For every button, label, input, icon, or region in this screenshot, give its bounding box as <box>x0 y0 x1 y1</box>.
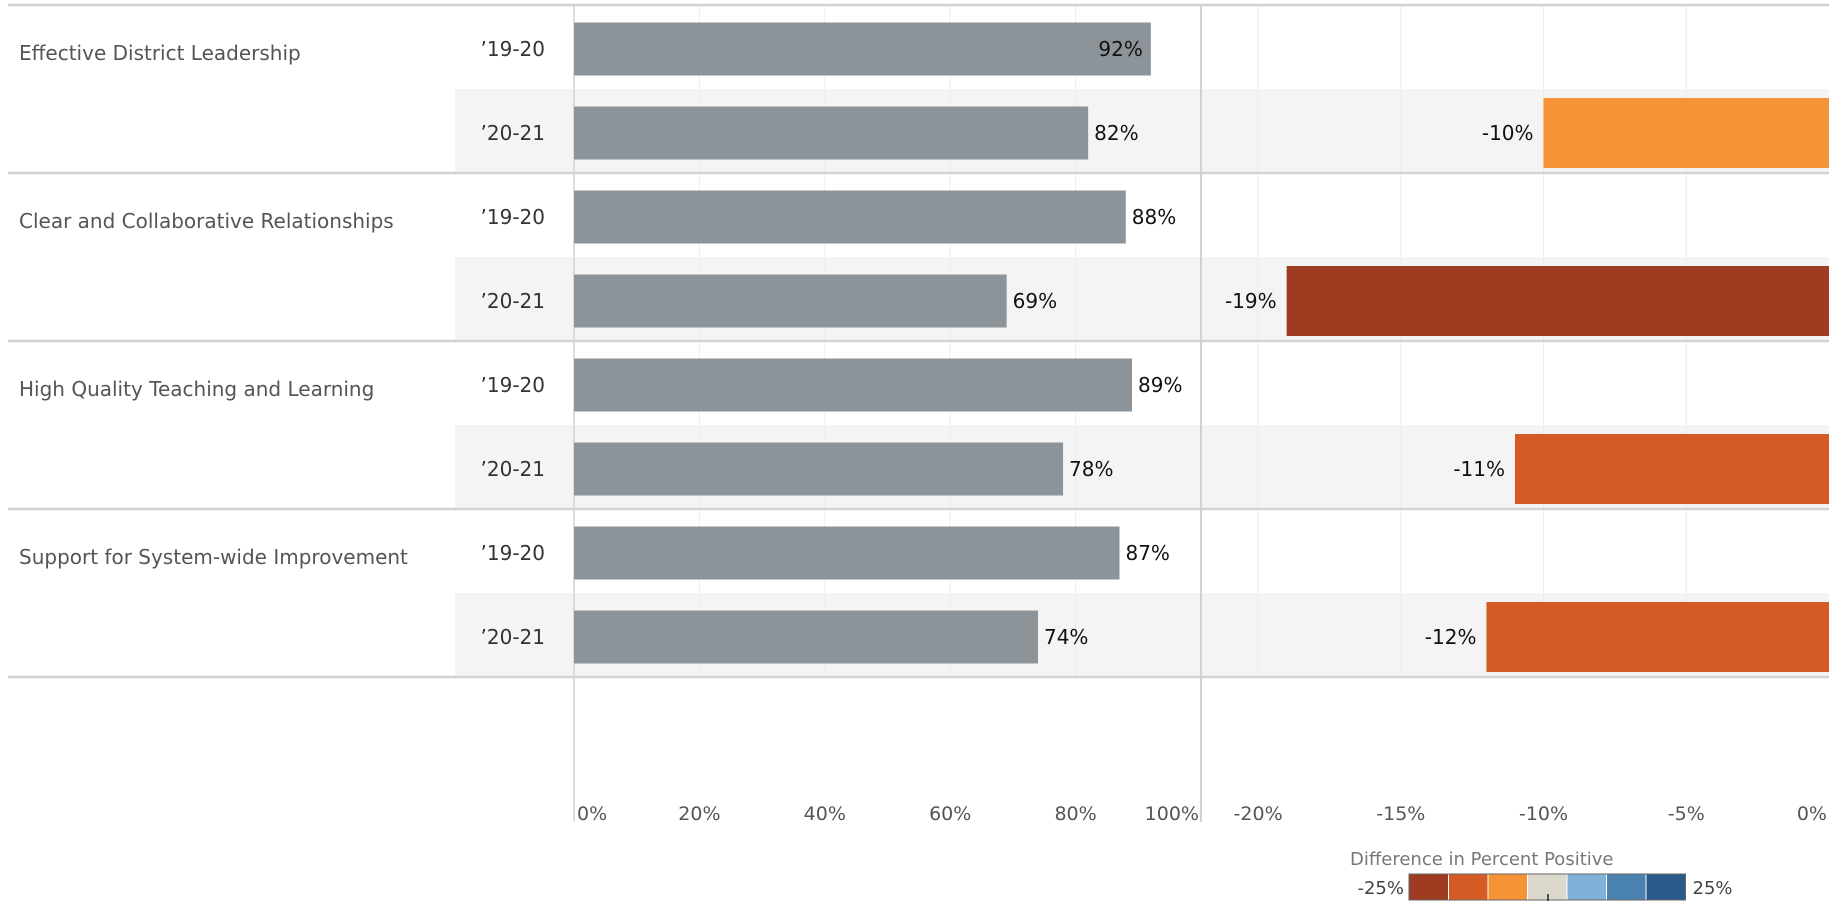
legend: Difference in Percent Positive -25% 25% <box>1350 849 1733 901</box>
x-tick-label: -10% <box>1519 803 1568 825</box>
bar-value-label: 82% <box>1094 121 1138 145</box>
legend-title: Difference in Percent Positive <box>1350 849 1614 870</box>
legend-max-label: 25% <box>1693 878 1733 899</box>
x-tick-label: 20% <box>678 803 720 825</box>
period-label: ’19-20 <box>481 37 545 61</box>
legend-swatch <box>1606 873 1647 901</box>
bar-value-label: 78% <box>1069 457 1113 481</box>
legend-swatch <box>1566 873 1607 901</box>
period-label: ’20-21 <box>481 457 545 481</box>
percent-bar <box>574 526 1120 580</box>
bar-value-label: 74% <box>1044 625 1088 649</box>
percent-bar <box>574 358 1133 412</box>
label-layer: Effective District Leadership ’19-20 92% ’2… <box>19 37 1534 649</box>
category-label: High Quality Teaching and Learning <box>19 377 374 401</box>
legend-swatch <box>1408 873 1449 901</box>
x-tick-label: 100% <box>1145 803 1199 825</box>
period-label: ’20-21 <box>481 121 545 145</box>
category-label: Support for System-wide Improvement <box>19 545 408 569</box>
bar-value-label: 69% <box>1013 289 1057 313</box>
x-tick-label: -15% <box>1376 803 1425 825</box>
category-label: Clear and Collaborative Relationships <box>19 209 394 233</box>
x-tick-label: -5% <box>1668 803 1705 825</box>
bar-value-label: 88% <box>1132 205 1176 229</box>
percent-bar <box>574 106 1089 160</box>
percent-bar <box>574 610 1038 664</box>
legend-min-label: -25% <box>1357 878 1404 899</box>
difference-value-label: -19% <box>1225 289 1277 313</box>
period-label: ’19-20 <box>481 541 545 565</box>
period-label: ’19-20 <box>481 373 545 397</box>
percent-bar <box>574 22 1151 76</box>
x-tick-label: 0% <box>1797 803 1827 825</box>
bar-value-label: 92% <box>1098 37 1142 61</box>
x-tick-label: 80% <box>1054 803 1096 825</box>
legend-swatch <box>1487 873 1528 901</box>
difference-value-label: -11% <box>1453 457 1505 481</box>
difference-bar <box>1486 602 1829 672</box>
x-tick-label: 40% <box>804 803 846 825</box>
category-label: Effective District Leadership <box>19 41 301 65</box>
period-label: ’19-20 <box>481 205 545 229</box>
percent-bar <box>574 190 1126 244</box>
x-tick-label: -20% <box>1234 803 1283 825</box>
legend-swatch <box>1448 873 1489 901</box>
difference-bar <box>1286 266 1829 336</box>
difference-bar <box>1543 98 1829 168</box>
legend-swatch <box>1645 873 1686 901</box>
x-tick-label: 0% <box>577 803 607 825</box>
period-label: ’20-21 <box>481 289 545 313</box>
bar-value-label: 87% <box>1125 541 1169 565</box>
bar-layer <box>574 22 1829 672</box>
bar-value-label: 89% <box>1138 373 1182 397</box>
x-tick-label: 60% <box>929 803 971 825</box>
difference-bar <box>1515 434 1829 504</box>
percent-bar <box>574 274 1007 328</box>
percent-bar <box>574 442 1064 496</box>
axis-layer: 0% 20% 40% 60% 80% 100% -20% -15% -10% -5% 0% <box>577 803 1827 825</box>
difference-value-label: -10% <box>1482 121 1534 145</box>
period-label: ’20-21 <box>481 625 545 649</box>
difference-value-label: -12% <box>1425 625 1477 649</box>
